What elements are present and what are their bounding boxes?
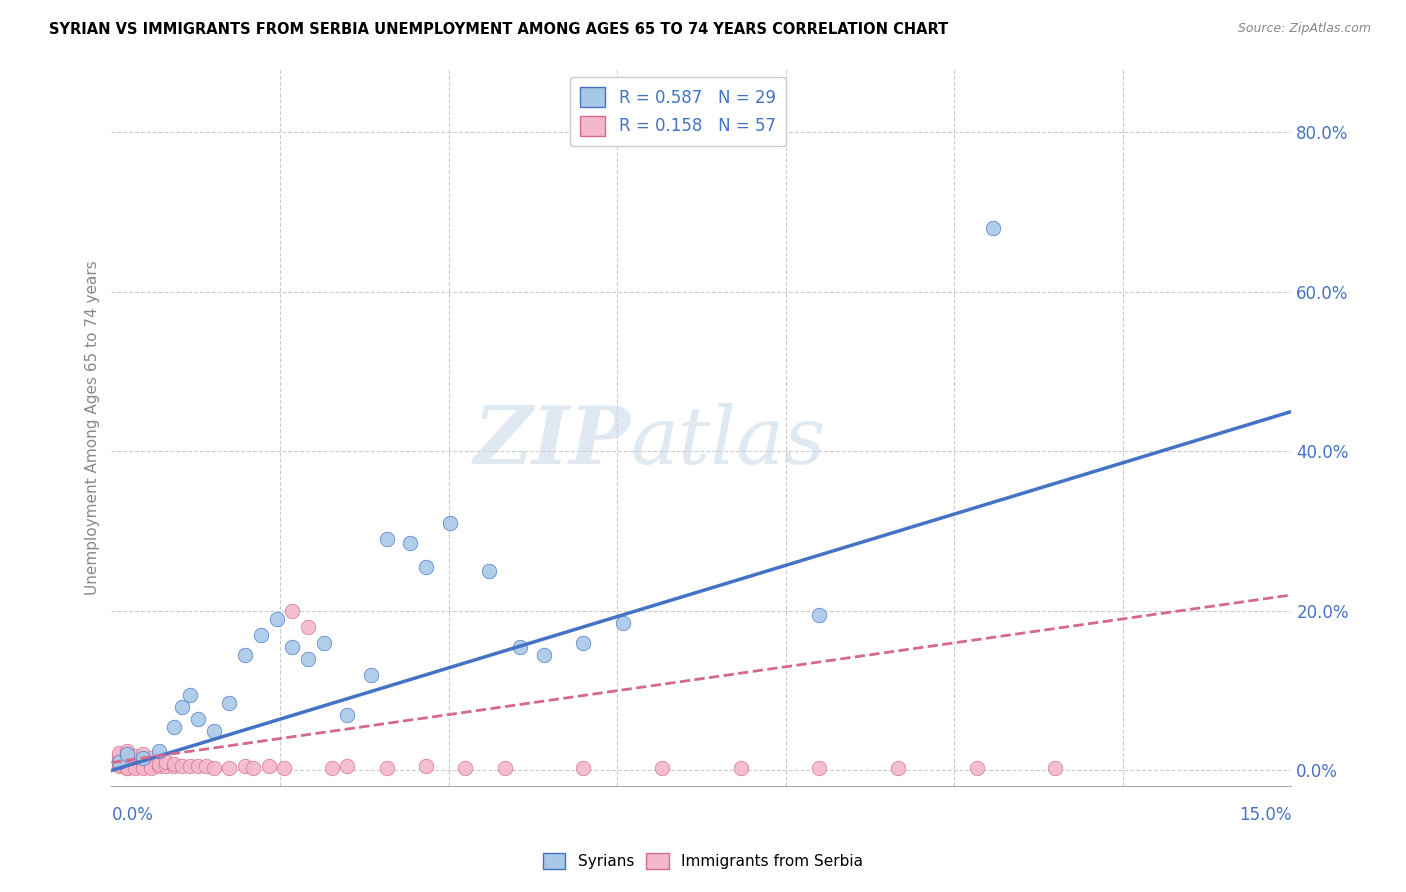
Legend: Syrians, Immigrants from Serbia: Syrians, Immigrants from Serbia xyxy=(537,847,869,875)
Point xyxy=(148,759,170,773)
Point xyxy=(202,761,225,775)
Point xyxy=(336,707,359,722)
Point xyxy=(108,749,131,764)
Point xyxy=(242,761,264,775)
Point xyxy=(494,761,516,775)
Point xyxy=(115,756,138,770)
Point xyxy=(273,761,295,775)
Text: atlas: atlas xyxy=(631,403,825,481)
Text: 15.0%: 15.0% xyxy=(1239,806,1292,824)
Point xyxy=(439,516,461,531)
Point xyxy=(132,761,155,775)
Point xyxy=(124,757,146,772)
Point xyxy=(132,754,155,768)
Text: SYRIAN VS IMMIGRANTS FROM SERBIA UNEMPLOYMENT AMONG AGES 65 TO 74 YEARS CORRELAT: SYRIAN VS IMMIGRANTS FROM SERBIA UNEMPLO… xyxy=(49,22,949,37)
Text: ZIP: ZIP xyxy=(474,403,631,481)
Point xyxy=(139,751,162,765)
Point xyxy=(132,747,155,762)
Text: Source: ZipAtlas.com: Source: ZipAtlas.com xyxy=(1237,22,1371,36)
Point xyxy=(163,720,186,734)
Point xyxy=(108,759,131,773)
Point xyxy=(187,759,209,773)
Point xyxy=(218,696,240,710)
Point xyxy=(108,757,131,772)
Point xyxy=(415,759,437,773)
Point xyxy=(966,761,988,775)
Point xyxy=(172,759,194,773)
Point xyxy=(312,636,335,650)
Point xyxy=(399,536,422,550)
Point xyxy=(124,761,146,775)
Point xyxy=(108,746,131,760)
Point xyxy=(651,761,673,775)
Point xyxy=(194,759,217,773)
Point xyxy=(155,756,177,770)
Point xyxy=(233,759,256,773)
Point xyxy=(730,761,752,775)
Point xyxy=(172,699,194,714)
Legend: R = 0.587   N = 29, R = 0.158   N = 57: R = 0.587 N = 29, R = 0.158 N = 57 xyxy=(571,77,786,146)
Point xyxy=(124,749,146,764)
Point xyxy=(454,761,477,775)
Point xyxy=(139,761,162,775)
Point xyxy=(509,640,531,654)
Point xyxy=(108,754,131,768)
Point xyxy=(132,757,155,772)
Point xyxy=(1045,761,1067,775)
Point xyxy=(115,747,138,762)
Point xyxy=(297,620,319,634)
Point xyxy=(115,751,138,765)
Point xyxy=(336,759,359,773)
Point xyxy=(375,761,398,775)
Point xyxy=(281,604,304,618)
Point xyxy=(808,761,831,775)
Point xyxy=(233,648,256,662)
Point xyxy=(115,747,138,762)
Point xyxy=(415,560,437,574)
Point xyxy=(124,759,146,773)
Point xyxy=(887,761,910,775)
Point xyxy=(533,648,555,662)
Point xyxy=(321,761,343,775)
Point xyxy=(981,221,1004,235)
Point xyxy=(115,743,138,757)
Point xyxy=(139,756,162,770)
Point xyxy=(218,761,240,775)
Y-axis label: Unemployment Among Ages 65 to 74 years: Unemployment Among Ages 65 to 74 years xyxy=(86,260,100,595)
Point xyxy=(360,667,382,681)
Point xyxy=(148,757,170,772)
Point xyxy=(202,723,225,738)
Point xyxy=(179,688,201,702)
Point xyxy=(124,754,146,768)
Point xyxy=(115,761,138,775)
Point xyxy=(266,612,288,626)
Point xyxy=(132,751,155,765)
Point xyxy=(297,652,319,666)
Point xyxy=(115,758,138,772)
Point xyxy=(572,636,595,650)
Point xyxy=(572,761,595,775)
Point xyxy=(250,628,273,642)
Point xyxy=(375,532,398,546)
Point xyxy=(132,759,155,773)
Point xyxy=(155,759,177,773)
Point xyxy=(257,759,280,773)
Point xyxy=(163,757,186,772)
Point xyxy=(108,756,131,770)
Point xyxy=(179,759,201,773)
Point xyxy=(612,615,634,630)
Point xyxy=(187,712,209,726)
Point xyxy=(478,564,501,578)
Point xyxy=(808,607,831,622)
Point xyxy=(139,759,162,773)
Text: 0.0%: 0.0% xyxy=(111,806,153,824)
Point xyxy=(281,640,304,654)
Point xyxy=(163,759,186,773)
Point xyxy=(148,743,170,757)
Point xyxy=(115,761,138,775)
